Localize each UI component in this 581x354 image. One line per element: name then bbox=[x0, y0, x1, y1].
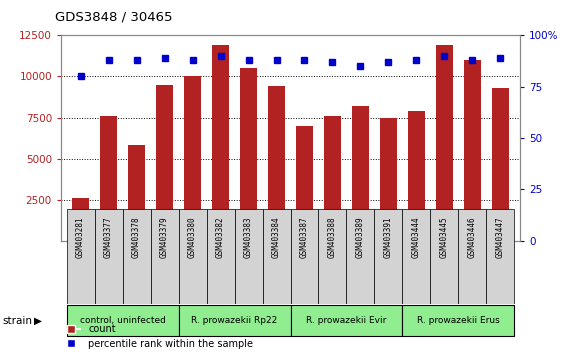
Bar bbox=[156, 85, 173, 241]
Text: GSM403444: GSM403444 bbox=[412, 217, 421, 258]
Text: GSM403446: GSM403446 bbox=[468, 217, 477, 258]
Bar bbox=[352, 106, 369, 241]
Bar bbox=[240, 68, 257, 241]
Text: GSM403383: GSM403383 bbox=[244, 217, 253, 258]
Bar bbox=[375, 209, 403, 304]
Bar bbox=[150, 209, 178, 304]
Bar bbox=[296, 126, 313, 241]
Bar bbox=[178, 306, 290, 336]
Text: GDS3848 / 30465: GDS3848 / 30465 bbox=[55, 11, 173, 24]
Bar bbox=[184, 76, 201, 241]
Bar bbox=[268, 86, 285, 241]
Bar bbox=[263, 209, 290, 304]
Bar bbox=[431, 209, 458, 304]
Text: strain: strain bbox=[3, 316, 33, 326]
Text: R. prowazekii Erus: R. prowazekii Erus bbox=[417, 316, 500, 325]
Bar bbox=[486, 209, 514, 304]
Bar bbox=[67, 306, 178, 336]
Bar bbox=[403, 209, 431, 304]
Bar bbox=[403, 306, 514, 336]
Bar bbox=[290, 306, 403, 336]
Text: GSM403378: GSM403378 bbox=[132, 217, 141, 258]
Bar bbox=[290, 209, 318, 304]
Bar bbox=[235, 209, 263, 304]
Text: GSM403389: GSM403389 bbox=[356, 217, 365, 258]
Bar bbox=[408, 111, 425, 241]
Text: GSM403382: GSM403382 bbox=[216, 217, 225, 258]
Legend: count, percentile rank within the sample: count, percentile rank within the sample bbox=[57, 320, 257, 353]
Bar bbox=[100, 116, 117, 241]
Text: GSM403387: GSM403387 bbox=[300, 217, 309, 258]
Text: GSM403281: GSM403281 bbox=[76, 217, 85, 258]
Bar bbox=[67, 209, 95, 304]
Bar bbox=[492, 88, 509, 241]
Text: ▶: ▶ bbox=[34, 316, 42, 326]
Bar bbox=[72, 198, 89, 241]
Bar bbox=[206, 209, 235, 304]
Bar bbox=[95, 209, 123, 304]
Bar bbox=[123, 209, 150, 304]
Text: GSM403377: GSM403377 bbox=[104, 217, 113, 258]
Bar bbox=[128, 145, 145, 241]
Bar bbox=[436, 45, 453, 241]
Bar bbox=[458, 209, 486, 304]
Bar bbox=[318, 209, 346, 304]
Bar bbox=[346, 209, 375, 304]
Text: control, uninfected: control, uninfected bbox=[80, 316, 166, 325]
Bar bbox=[464, 60, 481, 241]
Text: GSM403388: GSM403388 bbox=[328, 217, 337, 258]
Bar bbox=[324, 116, 341, 241]
Text: GSM403379: GSM403379 bbox=[160, 217, 169, 258]
Text: GSM403445: GSM403445 bbox=[440, 217, 449, 258]
Bar bbox=[212, 45, 229, 241]
Bar bbox=[380, 118, 397, 241]
Bar bbox=[178, 209, 206, 304]
Text: GSM403391: GSM403391 bbox=[384, 217, 393, 258]
Text: R. prowazekii Evir: R. prowazekii Evir bbox=[306, 316, 387, 325]
Text: GSM403380: GSM403380 bbox=[188, 217, 197, 258]
Text: GSM403447: GSM403447 bbox=[496, 217, 505, 258]
Text: R. prowazekii Rp22: R. prowazekii Rp22 bbox=[191, 316, 278, 325]
Text: GSM403384: GSM403384 bbox=[272, 217, 281, 258]
